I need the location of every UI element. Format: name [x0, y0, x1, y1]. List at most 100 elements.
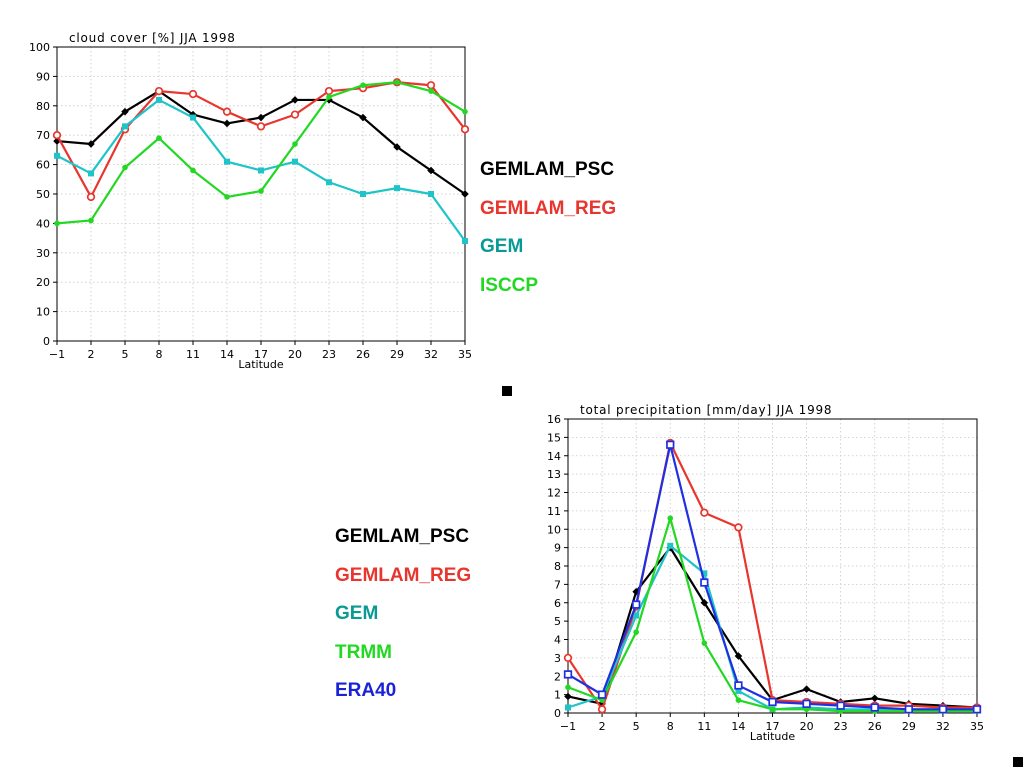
- data-point-era40: [870, 703, 879, 712]
- slide-bullet-marker: [1013, 757, 1023, 767]
- data-point-gem: [565, 704, 571, 711]
- y-tick-label: 40: [36, 217, 50, 230]
- x-tick-label: 20: [288, 348, 302, 361]
- x-tick-label: 32: [936, 720, 950, 733]
- data-point-gem: [156, 96, 162, 103]
- legend-entry-gemlam-reg: GEMLAM_REG: [480, 197, 617, 219]
- data-point-era40: [836, 701, 845, 710]
- y-tick-label: 3: [554, 652, 561, 665]
- data-point-trmm: [735, 697, 742, 703]
- y-tick-label: 15: [547, 431, 561, 444]
- data-point-isccp: [156, 135, 162, 141]
- data-point-gem: [122, 123, 128, 130]
- y-tick-label: 11: [547, 505, 561, 518]
- data-point-isccp: [394, 79, 400, 86]
- data-point-trmm: [667, 515, 674, 522]
- series-gemlam-psc: [53, 87, 469, 198]
- series-era40: [563, 440, 982, 714]
- chart-1: −1 2 5 8 11 14 17 20 23 26 29 32 35 0 10 20 30 40 50 60 70 80…: [29, 31, 472, 371]
- y-tick-label: 13: [547, 468, 561, 481]
- data-point-era40: [700, 578, 709, 587]
- data-point-era40: [597, 690, 607, 699]
- data-point-gemlam-psc: [223, 119, 231, 128]
- data-point-gemlam-psc: [87, 140, 95, 148]
- x-axis-label: Latitude: [238, 358, 284, 371]
- data-point-gemlam-psc: [564, 692, 572, 701]
- y-tick-label: 80: [36, 100, 50, 113]
- data-point-gem: [394, 185, 400, 192]
- data-point-isccp: [428, 88, 434, 94]
- y-tick-label: 7: [554, 578, 561, 591]
- data-point-isccp: [54, 220, 60, 227]
- data-point-trmm: [769, 706, 776, 713]
- data-point-isccp: [88, 217, 94, 224]
- data-point-gem: [462, 238, 468, 245]
- y-tick-label: 70: [36, 129, 50, 142]
- chart-2: −1 2 5 8 11 14 17 20 23 26 29 32 3501234567891011121…: [547, 403, 984, 743]
- y-tick-label: 0: [43, 335, 50, 348]
- data-point-era40: [666, 440, 675, 449]
- legend-entry-gemlam-psc: GEMLAM_PSC: [335, 526, 470, 547]
- legend-entry-trmm: TRMM: [335, 641, 392, 663]
- legend-entry-era40: ERA40: [335, 680, 397, 702]
- y-tick-label: 20: [36, 276, 50, 289]
- legend-entry-gemlam-psc: GEMLAM_PSC: [480, 159, 615, 180]
- data-point-isccp: [190, 167, 196, 174]
- data-point-gem: [224, 158, 230, 165]
- x-tick-label: 35: [970, 720, 984, 733]
- data-point-gemlam-psc: [802, 685, 811, 693]
- slide-bullet-marker: [502, 386, 512, 396]
- data-point-gemlam-psc: [700, 598, 709, 607]
- data-point-isccp: [122, 164, 128, 171]
- y-tick-label: 10: [547, 523, 561, 536]
- data-point-gemlam-psc: [427, 166, 435, 175]
- data-point-isccp: [462, 108, 468, 115]
- x-tick-label: 17: [254, 348, 268, 361]
- data-point-gem: [735, 687, 742, 694]
- data-point-era40: [768, 697, 777, 707]
- y-tick-label: 2: [554, 670, 561, 683]
- data-point-gem: [667, 542, 674, 549]
- y-tick-label: 16: [547, 413, 561, 426]
- y-tick-label: 10: [36, 306, 50, 319]
- data-point-era40: [802, 699, 811, 708]
- legend-entry-isccp: ISCCP: [480, 274, 539, 296]
- y-tick-label: 12: [547, 487, 561, 500]
- x-tick-label: 2: [88, 348, 95, 361]
- data-point-trmm: [633, 629, 639, 635]
- data-point-gemlam-psc: [461, 190, 469, 198]
- y-tick-label: 50: [36, 188, 50, 201]
- x-tick-label: 11: [697, 720, 711, 733]
- data-point-gemlam-reg: [256, 122, 266, 131]
- y-tick-label: 5: [554, 615, 561, 628]
- x-tick-label: 14: [220, 348, 234, 361]
- chart-title: cloud cover [%] JJA 1998: [69, 31, 236, 45]
- data-point-gemlam-psc: [870, 694, 879, 703]
- x-tick-label: 2: [599, 720, 606, 733]
- x-tick-label: 11: [186, 348, 200, 361]
- data-point-gem: [292, 158, 298, 165]
- data-point-gemlam-reg: [188, 89, 198, 99]
- data-point-era40: [734, 681, 743, 690]
- y-tick-label: 60: [36, 159, 50, 172]
- y-tick-label: 4: [554, 634, 561, 647]
- y-tick-label: 9: [554, 542, 561, 555]
- data-point-era40: [904, 705, 913, 714]
- data-point-gem: [701, 570, 708, 577]
- y-tick-label: 0: [554, 707, 561, 720]
- series-gem: [54, 96, 468, 245]
- data-point-trmm: [701, 640, 708, 646]
- x-tick-label: 23: [322, 348, 336, 361]
- data-point-gemlam-reg: [734, 523, 743, 532]
- data-point-gemlam-psc: [257, 113, 265, 122]
- y-tick-label: 8: [554, 560, 561, 573]
- data-point-gemlam-psc: [734, 652, 743, 660]
- precipitation-legend: GEMLAM_PSC GEMLAM_REG GEM TRMM ERA40: [335, 525, 471, 718]
- x-tick-label: 32: [424, 348, 438, 361]
- legend-entry-gemlam-reg: GEMLAM_REG: [335, 564, 472, 586]
- data-point-trmm: [565, 684, 571, 691]
- data-point-gem: [88, 170, 94, 177]
- data-point-gem: [190, 114, 196, 121]
- data-point-gemlam-reg: [324, 86, 334, 96]
- x-tick-label: 17: [766, 720, 780, 733]
